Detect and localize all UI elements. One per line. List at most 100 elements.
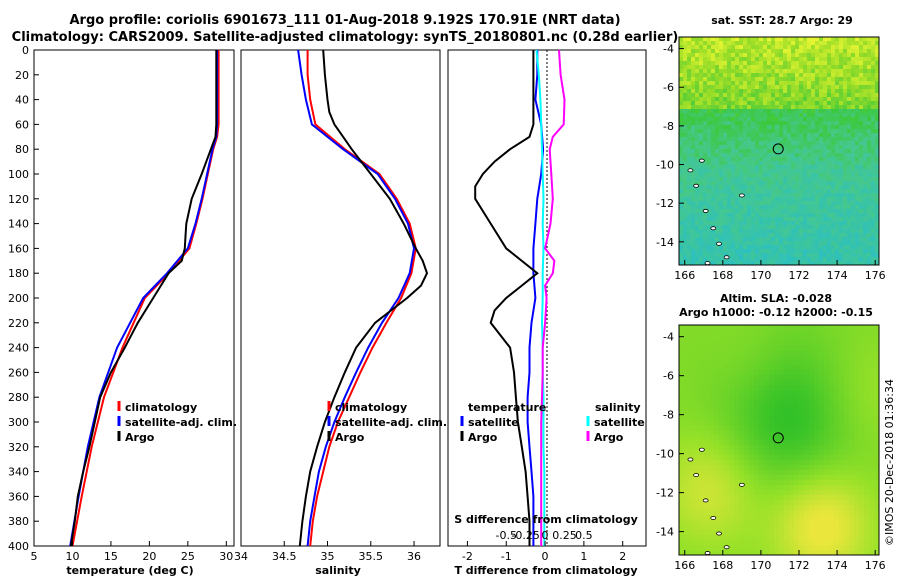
sst-cell <box>727 53 732 58</box>
sst-cell <box>851 253 856 258</box>
sla-cell <box>859 395 865 401</box>
sla-cell <box>799 415 805 421</box>
sla-cell <box>749 460 755 466</box>
sst-cell <box>735 41 740 46</box>
sla-cell <box>749 545 755 551</box>
sst-cell <box>731 245 736 250</box>
sst-cell <box>767 253 772 258</box>
sst-cell <box>855 261 860 266</box>
sla-cell <box>854 545 860 551</box>
sst-cell <box>743 257 748 262</box>
sst-cell <box>875 69 880 74</box>
sst-cell <box>831 113 836 118</box>
sst-cell <box>707 201 712 206</box>
sla-cell <box>869 355 875 361</box>
sst-cell <box>687 185 692 190</box>
sst-cell <box>819 261 824 266</box>
sla-cell <box>774 395 780 401</box>
sla-cell <box>779 440 785 446</box>
sst-cell <box>791 249 796 254</box>
sla-cell <box>734 440 740 446</box>
sst-cell <box>699 69 704 74</box>
sst-cell <box>847 129 852 134</box>
sst-cell <box>775 45 780 50</box>
sla-cell <box>684 440 690 446</box>
sst-cell <box>799 221 804 226</box>
sst-cell <box>819 49 824 54</box>
sla-cell <box>869 475 875 481</box>
sst-cell <box>859 61 864 66</box>
sst-cell <box>731 249 736 254</box>
sla-cell <box>814 405 820 411</box>
sla-cell <box>709 390 715 396</box>
sst-cell <box>683 221 688 226</box>
sst-cell <box>871 145 876 150</box>
sst-cell <box>739 57 744 62</box>
sst-cell <box>707 161 712 166</box>
sla-cell <box>819 430 825 436</box>
sst-cell <box>795 93 800 98</box>
sla-cell <box>844 545 850 551</box>
sst-cell <box>691 113 696 118</box>
sla-cell <box>719 540 725 546</box>
sla-cell <box>724 410 730 416</box>
sla-cell <box>869 485 875 491</box>
sla-cell <box>804 390 810 396</box>
sst-cell <box>791 93 796 98</box>
sst-cell <box>807 125 812 130</box>
sst-cell <box>827 257 832 262</box>
sst-cell <box>855 129 860 134</box>
sst-cell <box>691 93 696 98</box>
sst-cell <box>787 185 792 190</box>
sst-cell <box>791 69 796 74</box>
sla-cell <box>769 480 775 486</box>
sst-cell <box>743 125 748 130</box>
sst-cell <box>775 141 780 146</box>
sst-cell <box>699 45 704 50</box>
sst-cell <box>727 37 732 42</box>
sla-cell <box>709 365 715 371</box>
sla-cell <box>709 435 715 441</box>
sla-cell <box>774 520 780 526</box>
sla-cell <box>874 415 880 421</box>
sst-cell <box>819 209 824 214</box>
sla-cell <box>729 370 735 376</box>
sla-cell <box>834 490 840 496</box>
sst-cell <box>679 37 684 42</box>
sst-cell <box>731 89 736 94</box>
sla-cell <box>864 465 870 471</box>
sst-cell <box>831 129 836 134</box>
sla-cell <box>839 520 845 526</box>
sst-cell <box>739 145 744 150</box>
sst-cell <box>731 61 736 66</box>
sst-cell <box>779 37 784 42</box>
sst-cell <box>691 133 696 138</box>
sst-cell <box>807 169 812 174</box>
sla-cell <box>869 550 875 556</box>
sst-cell <box>787 121 792 126</box>
sst-cell <box>679 61 684 66</box>
sla-cell <box>864 475 870 481</box>
sst-cell <box>699 201 704 206</box>
sst-cell <box>847 141 852 146</box>
sla-cell <box>774 335 780 341</box>
sst-cell <box>711 205 716 210</box>
sst-cell <box>863 257 868 262</box>
sla-cell <box>719 520 725 526</box>
sst-cell <box>867 201 872 206</box>
sst-cell <box>723 101 728 106</box>
sla-cell <box>694 550 700 556</box>
sst-cell <box>739 109 744 114</box>
sla-cell <box>749 505 755 511</box>
sst-cell <box>799 41 804 46</box>
sst-cell <box>783 189 788 194</box>
sst-cell <box>751 205 756 210</box>
sst-cell <box>787 157 792 162</box>
sla-cell <box>684 465 690 471</box>
sst-cell <box>795 161 800 166</box>
sst-cell <box>819 85 824 90</box>
sla-cell <box>699 475 705 481</box>
sst-cell <box>783 45 788 50</box>
map-y-tick-label: -14 <box>656 526 674 539</box>
sla-cell <box>714 325 720 331</box>
